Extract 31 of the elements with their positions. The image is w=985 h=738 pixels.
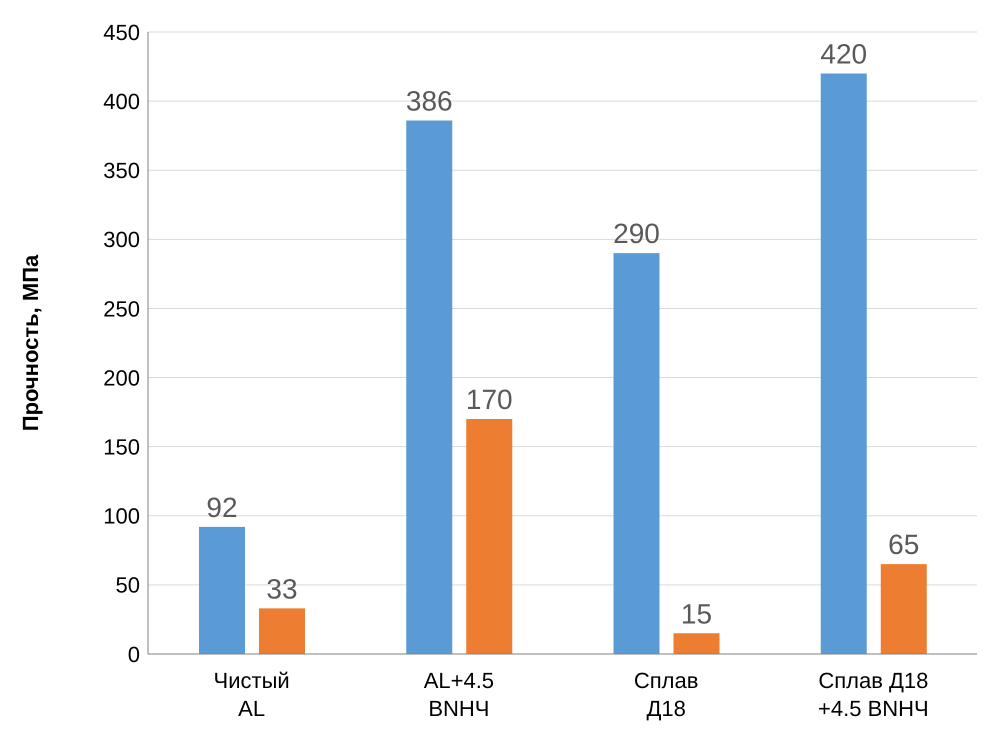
data-label: 290 [613, 218, 660, 250]
y-tick-label: 300 [103, 227, 140, 252]
y-tick-label: 250 [103, 296, 140, 322]
y-tick-label: 50 [116, 572, 140, 598]
bar [614, 253, 660, 654]
bar [406, 120, 452, 654]
x-tick-label: Чистый AL [214, 668, 290, 721]
bar [466, 419, 512, 654]
y-tick-label: 200 [103, 365, 140, 390]
x-tick-label: Сплав Д18 [634, 668, 698, 721]
y-axis-title: Прочность, МПа [18, 254, 43, 432]
bar [259, 608, 305, 654]
bar [880, 564, 927, 654]
y-tick-label: 400 [103, 88, 140, 114]
y-tick-label: 100 [103, 504, 140, 529]
y-tick-label: 350 [103, 158, 140, 184]
data-label: 92 [206, 492, 238, 523]
data-label: 170 [466, 384, 513, 416]
data-label: 65 [888, 529, 920, 560]
bar [820, 73, 867, 654]
y-tick-label: 450 [103, 20, 140, 45]
data-label: 386 [406, 85, 453, 116]
bar [674, 633, 720, 654]
y-tick-label: 0 [128, 642, 140, 667]
data-label: 15 [680, 598, 712, 630]
data-label: 420 [820, 38, 868, 70]
bar [199, 526, 245, 654]
y-tick-label: 150 [103, 434, 140, 460]
data-label: 33 [266, 573, 298, 604]
x-tick-label: AL+4.5 BNHЧ [424, 668, 494, 721]
x-tick-label: Сплав Д18 +4.5 BNHЧ [818, 668, 929, 721]
